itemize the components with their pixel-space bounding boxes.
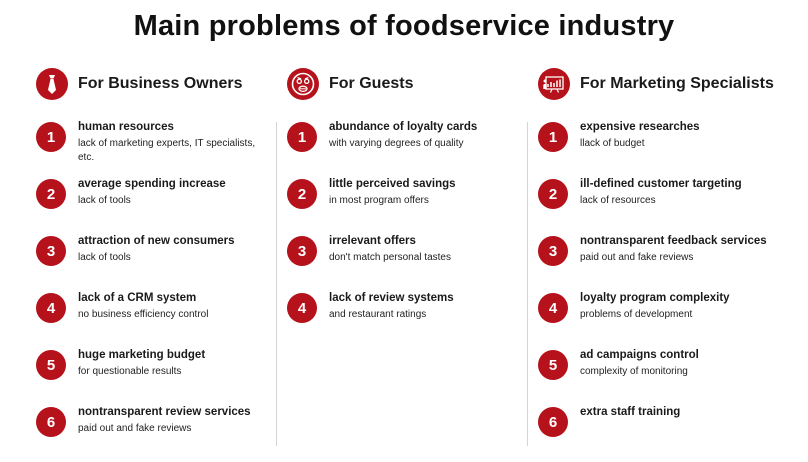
column-divider xyxy=(527,122,528,446)
list-item: 6 extra staff training xyxy=(538,405,798,462)
item-number-badge: 6 xyxy=(36,407,66,437)
list-item: 3 attraction of new consumers lack of too… xyxy=(36,234,268,291)
list-item: 5 huge marketing budget for questionable … xyxy=(36,348,268,405)
item-title: little perceived savings xyxy=(329,178,456,190)
item-number-badge: 2 xyxy=(287,179,317,209)
column-divider xyxy=(276,122,277,446)
item-number-badge: 3 xyxy=(287,236,317,266)
item-subtitle: paid out and fake reviews xyxy=(580,252,694,263)
list-item: 4 lack of review systems and restaurant r… xyxy=(287,291,517,348)
item-title: nontransparent feedback services xyxy=(580,235,767,247)
item-subtitle: and restaurant ratings xyxy=(329,309,427,320)
item-number-badge: 3 xyxy=(538,236,568,266)
item-title: attraction of new consumers xyxy=(78,235,235,247)
item-subtitle: lack of resources xyxy=(580,195,656,206)
item-title: abundance of loyalty cards xyxy=(329,121,478,133)
item-number-badge: 4 xyxy=(36,293,66,323)
list-item: 1 expensive researches llack of budget xyxy=(538,120,798,177)
item-subtitle: problems of development xyxy=(580,309,693,320)
necktie-icon xyxy=(36,68,68,100)
item-subtitle: in most program offers xyxy=(329,195,429,206)
column-heading: For Guests xyxy=(329,75,414,92)
list-item: 4 lack of a CRM system no business effici… xyxy=(36,291,268,348)
item-title: irrelevant offers xyxy=(329,235,416,247)
item-number-badge: 5 xyxy=(36,350,66,380)
list-item: 2 average spending increase lack of tools xyxy=(36,177,268,234)
list-item: 3 irrelevant offers don't match personal … xyxy=(287,234,517,291)
item-subtitle: lack of tools xyxy=(78,252,131,263)
item-subtitle: with varying degrees of quality xyxy=(329,138,464,149)
column-heading: For Business Owners xyxy=(78,75,243,92)
item-title: extra staff training xyxy=(580,406,681,418)
list-item: 6 nontransparent review services paid out… xyxy=(36,405,268,462)
item-number-badge: 4 xyxy=(538,293,568,323)
list-item: 2 ill-defined customer targeting lack of … xyxy=(538,177,798,234)
item-title: ad campaigns control xyxy=(580,349,699,361)
item-number-badge: 5 xyxy=(538,350,568,380)
column-header: For Guests xyxy=(287,66,517,102)
item-subtitle: lack of tools xyxy=(78,195,131,206)
item-number-badge: 4 xyxy=(287,293,317,323)
item-title: lack of review systems xyxy=(329,292,454,304)
item-subtitle: llack of budget xyxy=(580,138,645,149)
item-number-badge: 1 xyxy=(538,122,568,152)
item-title: average spending increase xyxy=(78,178,226,190)
item-subtitle: no business efficiency control xyxy=(78,309,209,320)
item-subtitle: for questionable results xyxy=(78,366,182,377)
presentation-chart-icon xyxy=(538,68,570,100)
list-item: 5 ad campaigns control complexity of moni… xyxy=(538,348,798,405)
item-number-badge: 2 xyxy=(538,179,568,209)
list-item: 1 abundance of loyalty cards with varying… xyxy=(287,120,517,177)
item-subtitle: complexity of monitoring xyxy=(580,366,688,377)
list-item: 2 little perceived savings in most progra… xyxy=(287,177,517,234)
column-header: For Business Owners xyxy=(36,66,268,102)
list-item: 1 human resources lack of marketing exper… xyxy=(36,120,268,177)
item-title: nontransparent review services xyxy=(78,406,251,418)
item-number-badge: 1 xyxy=(36,122,66,152)
list-item: 4 loyalty program complexity problems of … xyxy=(538,291,798,348)
item-number-badge: 2 xyxy=(36,179,66,209)
column-guests: For Guests 1 abundance of loyalty cards w… xyxy=(287,66,517,348)
item-title: huge marketing budget xyxy=(78,349,206,361)
column-heading: For Marketing Specialists xyxy=(580,75,774,92)
column-header: For Marketing Specialists xyxy=(538,66,798,102)
item-title: expensive researches xyxy=(580,121,700,133)
column-business-owners: For Business Owners 1 human resources lac… xyxy=(36,66,268,462)
column-marketing-specialists: For Marketing Specialists 1 expensive re… xyxy=(538,66,798,462)
item-subtitle: don't match personal tastes xyxy=(329,252,451,263)
list-item: 3 nontransparent feedback services paid o… xyxy=(538,234,798,291)
item-number-badge: 1 xyxy=(287,122,317,152)
item-title: human resources xyxy=(78,121,174,133)
item-number-badge: 3 xyxy=(36,236,66,266)
item-title: loyalty program complexity xyxy=(580,292,730,304)
page-title: Main problems of foodservice industry xyxy=(133,10,675,42)
item-number-badge: 6 xyxy=(538,407,568,437)
item-title: ill-defined customer targeting xyxy=(580,178,742,190)
shocked-face-icon xyxy=(287,68,319,100)
item-subtitle: paid out and fake reviews xyxy=(78,423,192,434)
item-title: lack of a CRM system xyxy=(78,292,197,304)
item-subtitle: lack of marketing experts, IT specialist… xyxy=(78,138,256,163)
